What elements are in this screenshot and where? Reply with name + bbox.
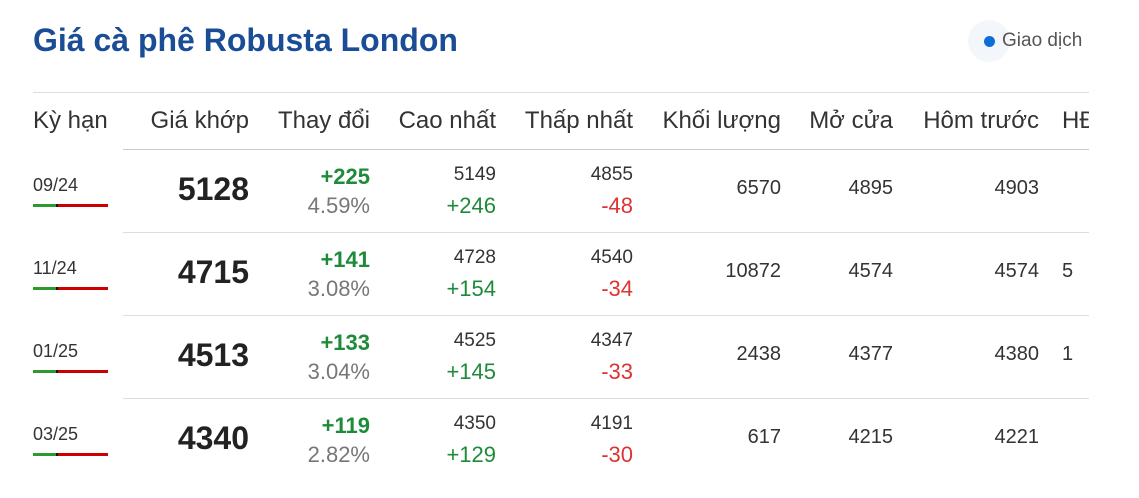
- row-divider: [123, 315, 1089, 316]
- row-divider: [123, 398, 1089, 399]
- table-row[interactable]: 11/24 4715 +141 3.08% 4728 +154 4540 -34 10872 45…: [33, 232, 1089, 315]
- high-diff: +246: [446, 193, 496, 218]
- range-bar: [33, 204, 108, 207]
- range-bar-up: [33, 204, 56, 207]
- open-price: 4574: [848, 260, 894, 282]
- change-percent: 3.08%: [307, 276, 370, 301]
- open-interest: 5: [1062, 260, 1074, 282]
- column-header[interactable]: Hôm trước: [923, 107, 1039, 134]
- low-price: 4855: [590, 164, 633, 185]
- range-bar-marker: [56, 204, 58, 207]
- previous-price: 4903: [994, 177, 1040, 199]
- previous-price: 4574: [994, 260, 1040, 282]
- range-bar: [33, 287, 108, 290]
- change-percent: 3.04%: [307, 359, 370, 384]
- change-percent: 4.59%: [307, 193, 370, 218]
- low-diff: -48: [601, 193, 633, 218]
- match-price: 5128: [177, 171, 249, 207]
- row-divider: [123, 232, 1089, 233]
- open-interest: 1: [1062, 343, 1074, 365]
- volume: 6570: [736, 177, 782, 199]
- column-header[interactable]: Giá khớp: [150, 107, 249, 134]
- price-table: Kỳ hạn Giá khớp Thay đổi Cao nhất Thấp nhất K…: [33, 92, 1089, 493]
- high-diff: +129: [446, 442, 496, 467]
- high-price: 5149: [453, 164, 496, 185]
- volume: 2438: [736, 343, 782, 365]
- contract-term: 03/25: [33, 424, 79, 444]
- range-bar-up: [33, 370, 56, 373]
- row-divider: [123, 149, 1089, 150]
- column-header[interactable]: Thay đổi: [277, 107, 370, 134]
- price-change: +133: [320, 330, 370, 355]
- range-bar-up: [33, 287, 56, 290]
- badge-label: Giao dịch: [1002, 30, 1083, 51]
- volume: 617: [747, 426, 781, 448]
- range-bar: [33, 370, 108, 373]
- open-price: 4377: [848, 343, 894, 365]
- contract-term: 01/25: [33, 341, 79, 361]
- low-diff: -30: [601, 442, 633, 467]
- low-price: 4191: [590, 413, 633, 434]
- range-bar-marker: [56, 370, 58, 373]
- previous-price: 4221: [994, 426, 1040, 448]
- range-bar: [33, 453, 108, 456]
- previous-price: 4380: [994, 343, 1040, 365]
- table-row[interactable]: 03/25 4340 +119 2.82% 4350 +129 4191 -30 617 4215…: [33, 398, 1089, 481]
- price-change: +141: [320, 247, 370, 272]
- change-percent: 2.82%: [307, 442, 370, 467]
- low-diff: -34: [601, 276, 633, 301]
- high-price: 4728: [453, 247, 496, 268]
- page-title: Giá cà phê Robusta London: [33, 22, 458, 58]
- contract-term: 09/24: [33, 175, 79, 195]
- low-price: 4540: [590, 247, 633, 268]
- match-price: 4513: [177, 337, 249, 373]
- trading-status-badge[interactable]: Giao dịch: [968, 20, 1082, 62]
- range-bar-up: [33, 453, 56, 456]
- column-header[interactable]: Kỳ hạn: [33, 107, 108, 134]
- range-bar-marker: [56, 287, 58, 290]
- column-header[interactable]: Khối lượng: [662, 107, 781, 134]
- column-header[interactable]: Mở cửa: [809, 107, 893, 134]
- low-price: 4347: [590, 330, 633, 351]
- range-bar-marker: [56, 453, 58, 456]
- price-change: +119: [321, 413, 370, 438]
- volume: 10872: [725, 260, 781, 282]
- column-header[interactable]: Cao nhất: [398, 107, 496, 134]
- column-header[interactable]: HĐ: [1062, 107, 1089, 134]
- high-price: 4350: [453, 413, 496, 434]
- low-diff: -33: [601, 359, 633, 384]
- open-price: 4895: [848, 177, 894, 199]
- contract-term: 11/24: [33, 258, 77, 278]
- table-row[interactable]: 09/24 5128 +225 4.59% 5149 +246 4855 -48 6570 489…: [33, 149, 1089, 232]
- open-price: 4215: [848, 426, 894, 448]
- table-row[interactable]: 01/25 4513 +133 3.04% 4525 +145 4347 -33 2438 437…: [33, 315, 1089, 398]
- high-price: 4525: [453, 330, 496, 351]
- match-price: 4715: [177, 254, 249, 290]
- column-header[interactable]: Thấp nhất: [524, 107, 633, 134]
- high-diff: +154: [446, 276, 496, 301]
- high-diff: +145: [446, 359, 496, 384]
- status-dot-icon: [984, 35, 995, 47]
- match-price: 4340: [177, 420, 249, 456]
- price-change: +225: [320, 164, 370, 189]
